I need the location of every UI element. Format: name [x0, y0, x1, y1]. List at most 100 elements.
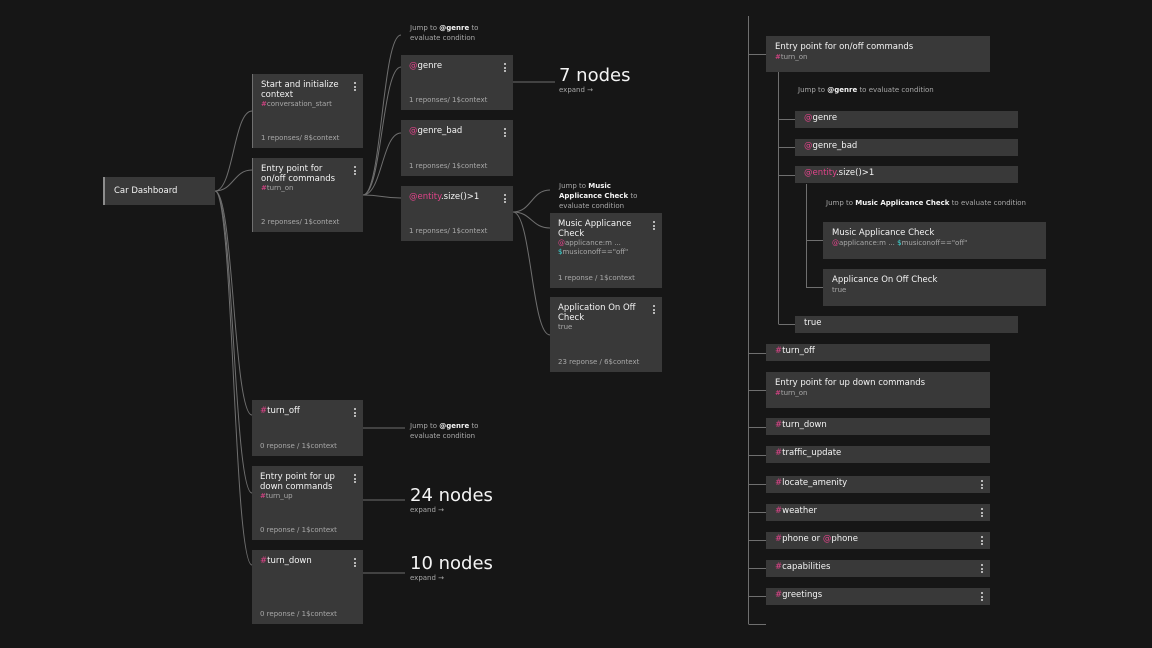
node-card[interactable]: #turn_down 0 reponse / 1$context — [252, 550, 363, 624]
tree-node-title: #traffic_update — [775, 448, 981, 459]
jump-suffix: to evaluate condition — [410, 24, 479, 42]
node-title: @entity.size()>1 — [409, 192, 505, 203]
node-title: #turn_off — [260, 406, 355, 417]
tree-node[interactable]: #weather — [766, 504, 990, 521]
expand-link[interactable]: expand → — [410, 506, 445, 514]
overflow-menu[interactable] — [504, 194, 506, 205]
text-part: turn_off — [782, 346, 815, 356]
node-card[interactable]: Application On Off Check true 23 reponse /… — [550, 297, 662, 372]
tree-node-title: @entity.size()>1 — [804, 168, 1009, 179]
tree-node[interactable]: #capabilities — [766, 560, 990, 577]
tree-node[interactable]: #phone or @phone — [766, 532, 990, 549]
text-part: Start and initialize context — [261, 80, 339, 100]
node-card[interactable]: @genre 1 reponses/ 1$context — [401, 55, 513, 110]
dot — [504, 66, 506, 69]
overflow-menu[interactable] — [354, 166, 356, 177]
overflow-menu[interactable] — [653, 305, 655, 316]
text-part: @ — [409, 61, 418, 71]
jump-prefix: Jump to — [410, 422, 438, 430]
collapsed-group[interactable]: 10 nodes expand → — [410, 554, 493, 583]
expand-link[interactable]: expand → — [559, 86, 594, 94]
overflow-menu[interactable] — [981, 508, 983, 519]
dot — [981, 564, 983, 566]
node-card[interactable]: Music Applicance Check @applicance:m ... $… — [550, 213, 662, 288]
overflow-menu[interactable] — [981, 536, 983, 547]
text-part: # — [260, 556, 268, 566]
expand-link[interactable]: expand → — [410, 574, 445, 582]
tree-node[interactable]: #greetings — [766, 588, 990, 605]
dot — [354, 408, 356, 410]
overflow-menu[interactable] — [504, 128, 506, 139]
node-count: 24 nodes — [410, 485, 493, 506]
dot — [504, 194, 506, 196]
tree-node[interactable]: Applicance On Off Check true — [823, 269, 1046, 306]
dot — [354, 481, 356, 483]
tree-node[interactable]: Entry point for up down commands #turn_on — [766, 372, 990, 408]
tree-node-title: @genre_bad — [804, 141, 1009, 152]
text-part: # — [775, 448, 783, 458]
tree-node-condition: @applicance:m ... $musiconoff=="off" — [832, 239, 1037, 248]
text-part: Applicance On Off Check — [832, 275, 938, 285]
connector — [512, 211, 551, 336]
tree-node[interactable]: @genre — [795, 111, 1018, 128]
node-card[interactable]: Entry point for up down commands #turn_up… — [252, 466, 363, 540]
dot — [981, 595, 983, 598]
jump-prefix: Jump to — [559, 182, 587, 190]
node-title: @genre — [409, 61, 505, 72]
tree-node[interactable]: #turn_down — [766, 418, 990, 435]
connector — [214, 190, 253, 416]
node-condition: #turn_up — [260, 492, 355, 501]
overflow-menu[interactable] — [981, 480, 983, 491]
jump-to-label: Jump to Music Applicance Check to evalua… — [559, 181, 651, 211]
tree-node[interactable]: #locate_amenity — [766, 476, 990, 493]
tree-node-title: Entry point for on/off commands — [775, 42, 981, 53]
text-part: applicance:m ... — [565, 239, 621, 247]
node-card[interactable]: @genre_bad 1 reponses/ 1$context — [401, 120, 513, 176]
connector — [512, 211, 551, 229]
jump-to-label: Jump to @genre to evaluate condition — [798, 85, 998, 95]
text-part: Music Applicance Check — [832, 228, 935, 238]
text-part: genre_bad — [812, 141, 858, 151]
text-part: turn_down — [782, 420, 827, 430]
collapsed-group[interactable]: 24 nodes expand → — [410, 485, 493, 515]
text-part: # — [261, 100, 267, 108]
overflow-menu[interactable] — [504, 63, 506, 74]
text-part: # — [775, 562, 783, 572]
node-card[interactable]: @entity.size()>1 1 reponses/ 1$context — [401, 186, 513, 241]
text-part: $ — [897, 238, 902, 247]
overflow-menu[interactable] — [354, 474, 356, 485]
dot — [981, 571, 983, 573]
overflow-menu[interactable] — [981, 564, 983, 575]
overflow-menu[interactable] — [354, 82, 356, 93]
node-card[interactable]: Entry point for on/off commands #turn_on 2… — [252, 158, 363, 232]
node-card[interactable]: Start and initialize context #conversatio… — [252, 74, 363, 148]
overflow-menu[interactable] — [653, 221, 655, 232]
root-node[interactable]: Car Dashboard — [103, 177, 215, 205]
collapsed-group[interactable]: 7 nodes expand → — [559, 66, 630, 95]
connector — [214, 169, 253, 192]
jump-to-label: Jump to Music Applicance Check to evalua… — [826, 198, 1046, 208]
tree-node[interactable]: #traffic_update — [766, 446, 990, 463]
node-stats: 0 reponse / 1$context — [260, 610, 337, 618]
node-card[interactable]: #turn_off 0 reponse / 1$context — [252, 400, 363, 456]
overflow-menu[interactable] — [981, 592, 983, 603]
text-part: weather — [782, 506, 817, 516]
jump-target: @genre — [439, 24, 470, 32]
tree-node-condition: #turn_on — [775, 53, 981, 62]
tree-node[interactable]: true — [795, 316, 1018, 333]
text-part: applicance:m ... — [839, 238, 898, 247]
overflow-menu[interactable] — [354, 558, 356, 569]
tree-node[interactable]: @entity.size()>1 — [795, 166, 1018, 183]
tree-node[interactable]: @genre_bad — [795, 139, 1018, 156]
overflow-menu[interactable] — [354, 408, 356, 419]
tree-node[interactable]: Entry point for on/off commands #turn_on — [766, 36, 990, 72]
tree-node-title: #turn_off — [775, 346, 981, 357]
text-part: @ — [558, 239, 565, 247]
node-title: @genre_bad — [409, 126, 505, 137]
tree-node[interactable]: #turn_off — [766, 344, 990, 361]
jump-target: Music Applicance Check — [855, 199, 950, 207]
tree-node[interactable]: Music Applicance Check @applicance:m ... … — [823, 222, 1046, 259]
dot — [504, 128, 506, 130]
text-part: @ — [822, 534, 832, 544]
